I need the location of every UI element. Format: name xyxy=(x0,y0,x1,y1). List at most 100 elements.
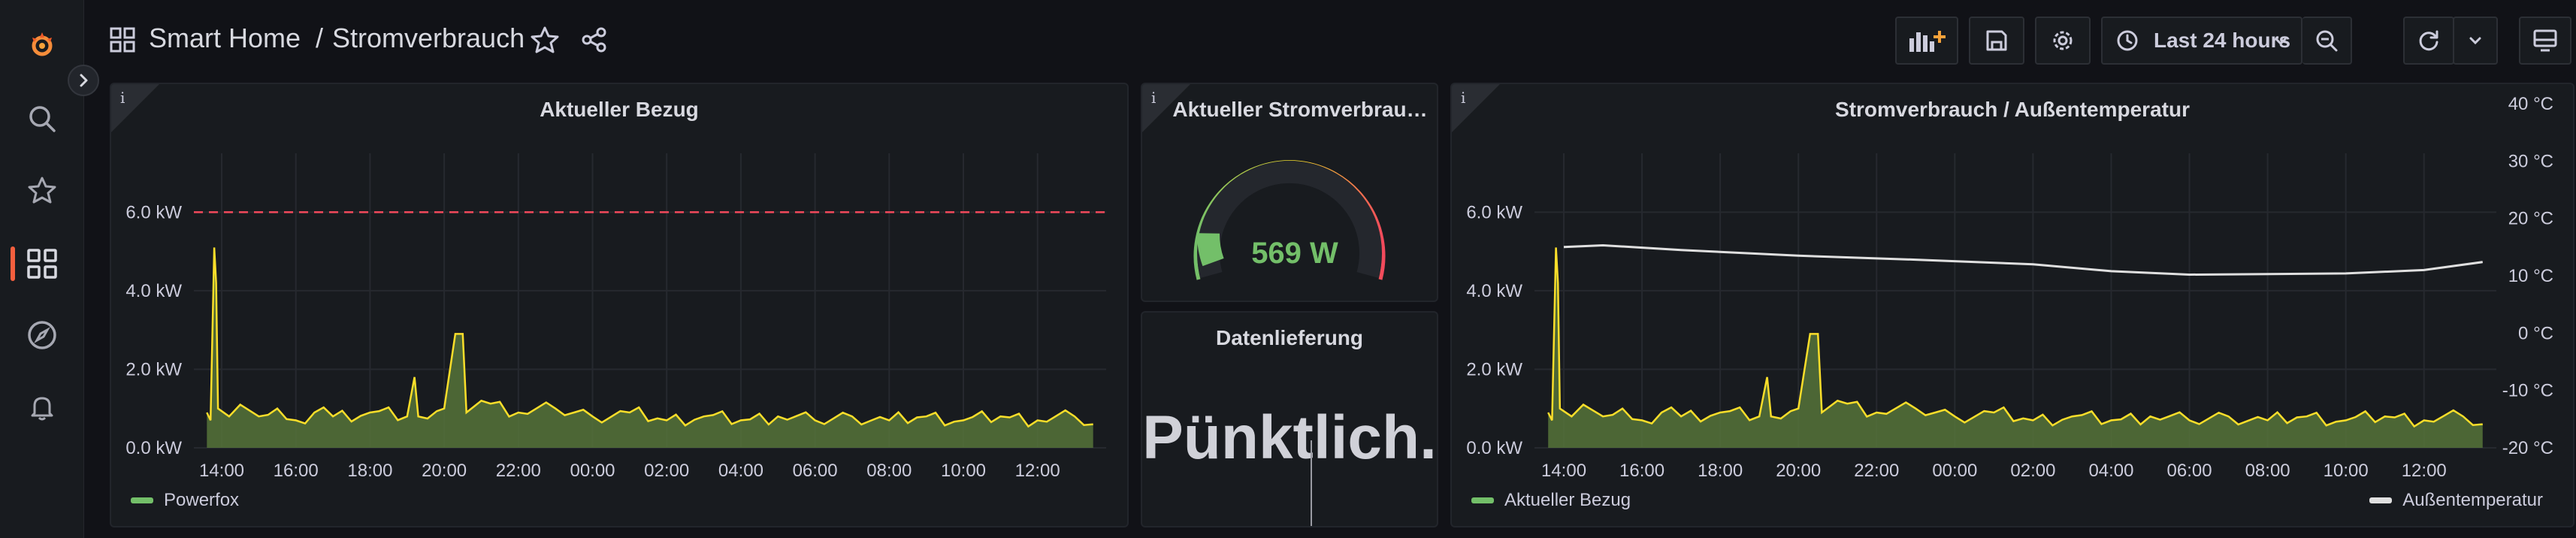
legend-label: Powerfox xyxy=(164,490,240,510)
y-right-tick-label: -20 °C xyxy=(2502,438,2553,458)
expand-menu-button[interactable] xyxy=(68,65,99,96)
legend-swatch xyxy=(131,497,153,503)
breadcrumb-folder[interactable]: Smart Home xyxy=(149,23,301,53)
settings-button[interactable] xyxy=(2035,17,2091,65)
alerting-bell-icon[interactable] xyxy=(24,389,60,425)
chevron-down-icon xyxy=(2275,38,2287,46)
legend-label: Aktueller Bezug xyxy=(1504,490,1631,510)
y-tick-label: 4.0 kW xyxy=(1466,281,1522,301)
legend-label: Außentemperatur xyxy=(2402,490,2543,510)
delivery-status: Pünktlich. xyxy=(1142,404,1437,472)
chevron-down-icon xyxy=(2469,37,2481,45)
gauge-track xyxy=(1197,160,1382,279)
y-right-tick-label: 40 °C xyxy=(2508,94,2553,114)
x-tick-label: 16:00 xyxy=(274,461,319,481)
panel-stromverbrauch-temperatur: i Stromverbrauch / Außentemperatur 14:00… xyxy=(1450,83,2574,527)
x-tick-label: 10:00 xyxy=(941,461,986,481)
x-tick-label: 14:00 xyxy=(1541,461,1586,481)
y-right-tick-label: 10 °C xyxy=(2508,266,2553,286)
combined-chart: 14:00 16:00 18:00 20:00 22:00 00:00 02:00 04:00… xyxy=(1466,94,2553,481)
y-tick-label: 6.0 kW xyxy=(1466,202,1522,222)
x-tick-label: 22:00 xyxy=(1854,461,1899,481)
refresh-icon xyxy=(2419,30,2438,51)
zoom-out-icon xyxy=(2316,30,2338,52)
panel-aktueller-bezug: i Aktueller Bezug 14:00 16:00 18:00 20:00 22… xyxy=(110,83,1129,527)
save-icon xyxy=(1986,30,2007,51)
divider xyxy=(1311,440,1312,526)
series-line-power xyxy=(206,247,1093,428)
series-area-power xyxy=(1548,247,2483,448)
bezug-chart: 14:00 16:00 18:00 20:00 22:00 00:00 02:00 04:00… xyxy=(125,153,1106,481)
share-icon[interactable] xyxy=(582,27,607,53)
info-icon[interactable]: i xyxy=(1461,89,1466,107)
y-right-tick-label: 0 °C xyxy=(2518,323,2553,343)
x-tick-label: 18:00 xyxy=(1698,461,1743,481)
refresh-button[interactable] xyxy=(2403,17,2454,65)
page-title[interactable]: Stromverbrauch xyxy=(332,23,525,53)
explore-compass-icon[interactable] xyxy=(24,317,60,353)
panel-corner xyxy=(1452,84,1500,132)
info-icon[interactable]: i xyxy=(1151,89,1156,107)
panel-gauge: i Aktueller Stromverbrau… 569 W xyxy=(1141,83,1438,302)
star-icon[interactable] xyxy=(24,173,60,209)
y-right-tick-label: 20 °C xyxy=(2508,209,2553,229)
x-tick-label: 08:00 xyxy=(2245,461,2290,481)
star-favorite-icon[interactable] xyxy=(531,26,559,54)
apps-grid-icon xyxy=(110,27,135,53)
panel-title[interactable]: Aktueller Stromverbrau… xyxy=(1172,98,1428,121)
info-icon[interactable]: i xyxy=(120,89,125,107)
legend-swatch xyxy=(2369,497,2393,503)
time-range-label: Last 24 hours xyxy=(2154,29,2291,52)
x-tick-label: 10:00 xyxy=(2324,461,2369,481)
series-line-power xyxy=(1547,247,2483,428)
monitor-icon xyxy=(2533,29,2557,52)
dashboards-icon[interactable] xyxy=(24,246,60,282)
x-tick-label: 18:00 xyxy=(347,461,392,481)
x-tick-label: 06:00 xyxy=(2167,461,2212,481)
y-tick-label: 4.0 kW xyxy=(125,281,182,301)
x-tick-label: 12:00 xyxy=(1015,461,1060,481)
refresh-interval-button[interactable] xyxy=(2453,17,2498,65)
active-indicator xyxy=(11,246,15,281)
panel-datenlieferung: Datenlieferung Pünktlich. xyxy=(1141,311,1438,527)
chevron-right-icon xyxy=(80,74,88,87)
series-area-power xyxy=(207,247,1093,448)
add-panel-button[interactable] xyxy=(1895,17,1958,65)
gear-icon xyxy=(2053,31,2073,50)
panel-title[interactable]: Stromverbrauch / Außentemperatur xyxy=(1835,98,2190,121)
x-tick-label: 04:00 xyxy=(718,461,763,481)
view-mode-button[interactable] xyxy=(2519,17,2571,65)
y-tick-label: 2.0 kW xyxy=(125,359,182,379)
search-icon[interactable] xyxy=(24,101,60,137)
x-tick-label: 14:00 xyxy=(199,461,244,481)
x-tick-label: 20:00 xyxy=(1776,461,1821,481)
panel-corner xyxy=(1142,84,1190,132)
y-tick-label: 2.0 kW xyxy=(1466,359,1522,379)
y-tick-label: 0.0 kW xyxy=(125,438,182,458)
x-tick-label: 22:00 xyxy=(496,461,541,481)
x-tick-label: 00:00 xyxy=(570,461,615,481)
legend-swatch xyxy=(1471,497,1494,503)
panel-corner xyxy=(111,84,159,132)
x-tick-label: 00:00 xyxy=(1932,461,1977,481)
x-tick-label: 12:00 xyxy=(2402,461,2447,481)
breadcrumb-separator: / xyxy=(316,23,324,53)
panel-title[interactable]: Datenlieferung xyxy=(1215,326,1364,349)
grafana-logo-icon[interactable] xyxy=(24,27,60,63)
gauge-chart: 569 W xyxy=(1193,160,1386,280)
x-tick-label: 04:00 xyxy=(2088,461,2133,481)
panel-title[interactable]: Aktueller Bezug xyxy=(540,98,699,121)
gauge-value-arc xyxy=(1197,233,1224,267)
x-tick-label: 02:00 xyxy=(644,461,689,481)
legend-item[interactable]: Außentemperatur xyxy=(2369,490,2543,511)
legend-item[interactable]: Aktueller Bezug xyxy=(1471,490,1631,511)
save-dashboard-button[interactable] xyxy=(1969,17,2024,65)
x-tick-label: 08:00 xyxy=(866,461,912,481)
time-picker-button[interactable]: Last 24 hours xyxy=(2101,17,2302,65)
x-tick-label: 02:00 xyxy=(2010,461,2055,481)
zoom-out-button[interactable] xyxy=(2302,17,2352,65)
legend-item[interactable]: Powerfox xyxy=(131,490,239,511)
x-tick-label: 16:00 xyxy=(1619,461,1664,481)
x-tick-label: 20:00 xyxy=(422,461,467,481)
series-line-temperature xyxy=(1563,243,2484,277)
